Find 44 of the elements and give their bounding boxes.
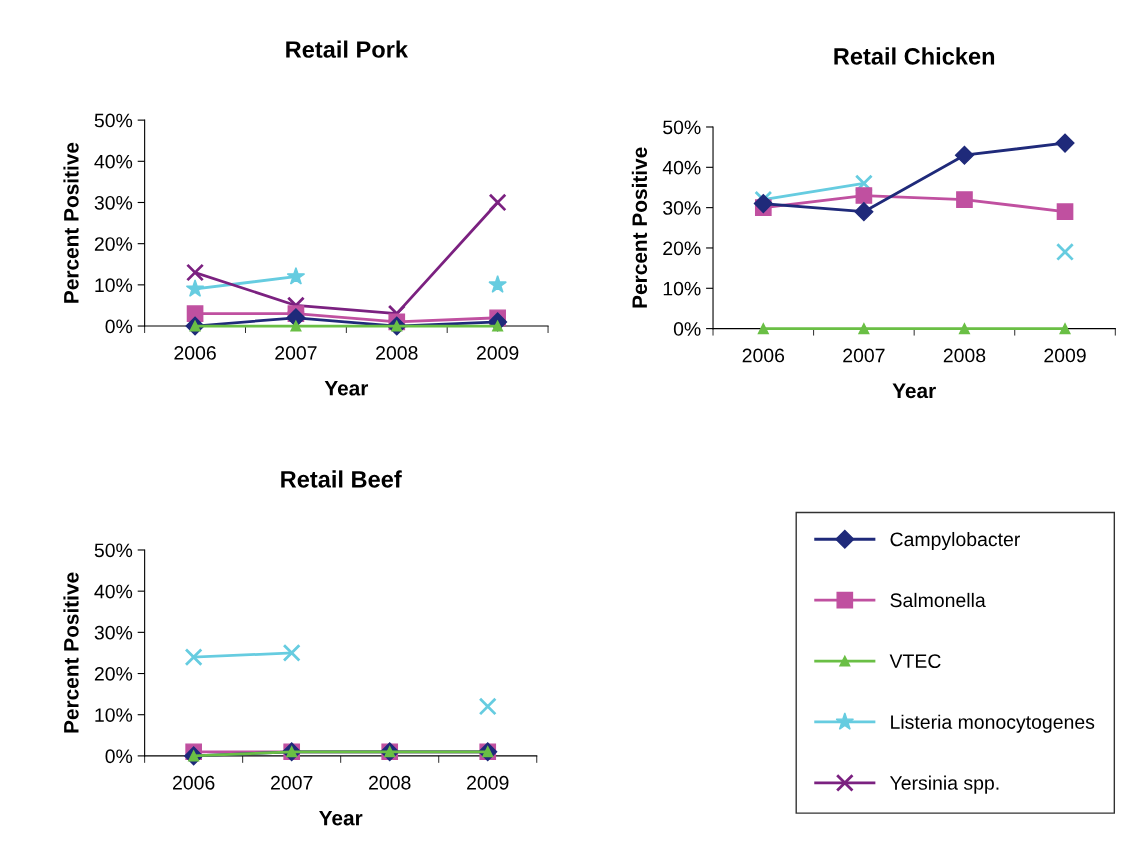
x-axis-title: Year [892,383,936,399]
x-tick-label: 2006 [174,346,216,360]
x-tick-label: 2009 [1044,348,1086,363]
legend-label: Campylobacter [890,531,1020,551]
y-tick-label: 30% [94,625,133,640]
y-tick-label: 20% [94,237,133,251]
y-tick-label: 0% [105,749,133,764]
legend-label: Listeria monocytogenes [891,714,1095,733]
legend-label: Yersinia spp. [889,775,999,794]
y-tick-label: 40% [94,584,133,599]
x-axis-title: Year [324,381,369,396]
chart-title: Retail Beef [281,470,402,488]
x-tick-label: 2007 [275,346,317,360]
y-tick-label: 10% [95,278,133,293]
y-tick-label: 0% [673,322,701,336]
x-tick-label: 2008 [376,346,418,360]
x-tick-label: 2009 [476,346,519,360]
x-tick-label: 2008 [943,348,986,363]
legend-label: Salmonella [890,592,986,608]
y-tick-label: 40% [94,154,133,169]
y-tick-label: 30% [663,201,701,215]
legend-label: VTEC [889,654,941,669]
chart-title: Retail Pork [286,40,409,58]
y-tick-label: 50% [94,113,133,128]
y-tick-label: 10% [95,708,133,722]
y-tick-label: 20% [663,241,701,256]
x-axis-title: Year [319,810,363,826]
y-tick-label: 40% [662,160,701,175]
x-tick-label: 2007 [271,775,313,790]
y-axis-title: Percent Positive [631,147,648,308]
y-axis-title: Percent Positive [63,572,79,733]
x-tick-label: 2009 [467,775,509,790]
y-axis-title: Percent Positive [63,142,79,303]
x-tick-label: 2006 [173,775,215,790]
y-tick-label: 10% [663,281,701,296]
y-tick-label: 50% [94,543,133,558]
y-tick-label: 30% [94,195,133,210]
x-tick-label: 2008 [369,775,411,790]
x-tick-label: 2007 [843,348,885,363]
chart-title: Retail Chicken [834,47,995,65]
y-tick-label: 50% [663,120,701,135]
y-tick-label: 0% [105,319,133,334]
y-tick-label: 20% [94,667,133,681]
x-tick-label: 2006 [742,348,785,363]
